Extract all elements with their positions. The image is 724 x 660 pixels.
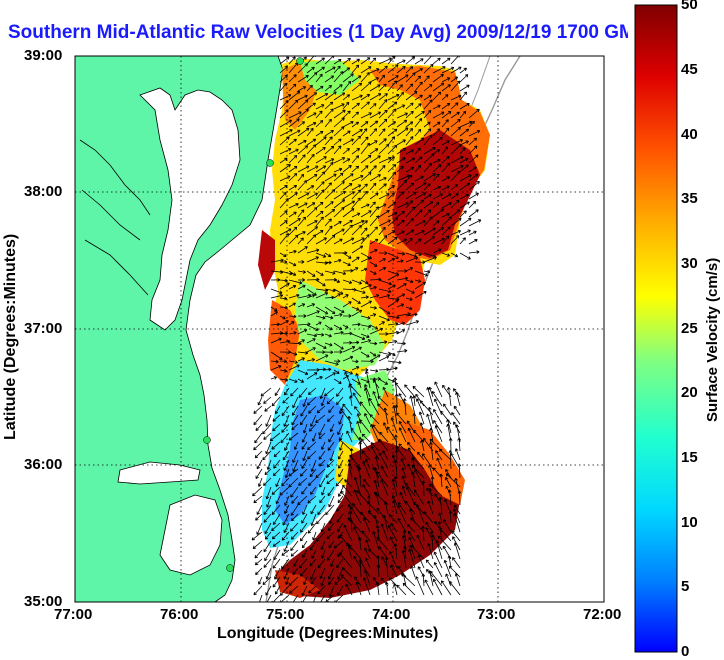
station-marker [266, 159, 274, 167]
vector-arrows [251, 56, 482, 602]
x-tick-label: 76:00 [160, 606, 199, 623]
colorbar-tick-label: 50 [681, 0, 698, 13]
pamlico-sound [159, 494, 223, 576]
velocity-vectors [251, 56, 482, 602]
albemarle-sound [117, 461, 201, 485]
x-tick-label: 73:00 [477, 606, 516, 623]
colorbar-tick-label: 0 [681, 643, 690, 660]
colorbar-tick-label: 40 [681, 126, 698, 143]
y-tick-label: 37:00 [24, 320, 63, 337]
chesapeake-bay [139, 87, 241, 331]
x-tick-label: 72:00 [583, 606, 622, 623]
colorbar-tick-label: 20 [681, 384, 698, 401]
colorbar-label: Surface Velocity (cm/s) [704, 257, 721, 422]
x-axis-label: Longitude (Degrees:Minutes) [217, 625, 439, 642]
plot-frame [74, 55, 605, 603]
station-marker [296, 57, 304, 65]
x-tick-label: 74:00 [372, 606, 411, 623]
x-tick-label: 75:00 [266, 606, 305, 623]
colorbar-tick-label: 25 [681, 320, 698, 337]
colorbar-tick-label: 10 [681, 514, 698, 531]
y-tick-label: 35:00 [24, 593, 63, 610]
colorbar [634, 4, 678, 653]
y-axis-label: Latitude (Degrees:Minutes) [2, 233, 19, 440]
map-title: Southern Mid-Atlantic Raw Velocities (1 … [8, 22, 628, 43]
colorbar-tick-label: 45 [681, 61, 698, 78]
x-tick-label: 77:00 [54, 606, 93, 623]
y-tick-label: 36:00 [24, 456, 63, 473]
grid-lines [75, 56, 604, 602]
station-marker [203, 436, 211, 444]
colorbar-tick-label: 30 [681, 255, 698, 272]
potomac-river [79, 139, 151, 296]
y-tick-label: 39:00 [24, 47, 63, 64]
colorbar-tick-label: 35 [681, 190, 698, 207]
station-marker [226, 564, 234, 572]
y-tick-label: 38:00 [24, 183, 63, 200]
colorbar-tick-label: 15 [681, 449, 698, 466]
colorbar-tick-label: 5 [681, 578, 690, 595]
